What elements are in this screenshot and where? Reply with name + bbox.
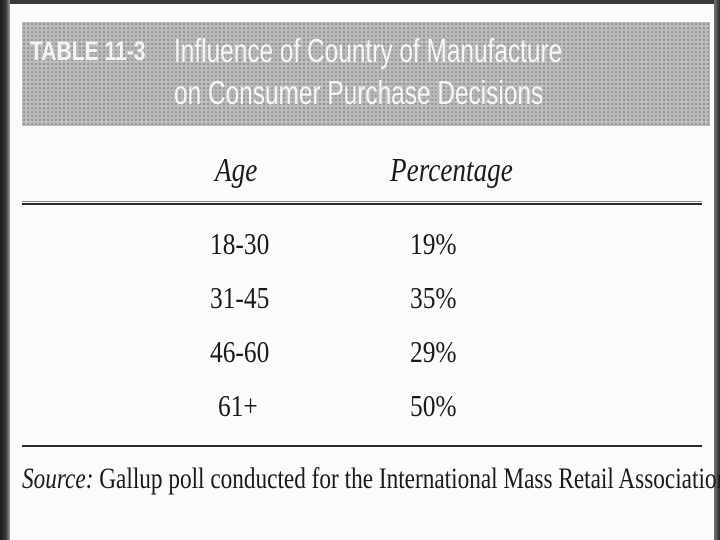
column-header-percentage: Percentage xyxy=(390,152,513,189)
footer-rule xyxy=(22,445,702,447)
table-label: TABLE 11-3 xyxy=(30,36,146,66)
scan-edge-left xyxy=(0,0,10,540)
table-title-line-1: Influence of Country of Manufacture xyxy=(174,32,563,69)
table-cell-age: 31-45 xyxy=(210,280,270,315)
table-cell-age: 18-30 xyxy=(210,226,270,261)
header-rule-thin xyxy=(22,201,702,202)
source-note: Source: Gallup poll conducted for the In… xyxy=(22,462,720,496)
table-cell-percentage: 19% xyxy=(410,226,457,261)
source-label: Source: xyxy=(22,462,94,495)
scan-edge-right xyxy=(714,0,720,540)
table-cell-age: 46-60 xyxy=(210,334,270,369)
header-rule xyxy=(22,203,702,205)
table-cell-percentage: 29% xyxy=(410,334,457,369)
source-text: Gallup poll conducted for the Internatio… xyxy=(93,462,720,495)
table-cell-age: 61+ xyxy=(218,388,258,423)
table-title-line-2: on Consumer Purchase Decisions xyxy=(174,74,544,111)
table-cell-percentage: 35% xyxy=(410,280,457,315)
table-title-band: TABLE 11-3 Influence of Country of Manuf… xyxy=(22,22,710,126)
scan-edge-top xyxy=(0,0,720,4)
column-header-age: Age xyxy=(215,152,258,189)
table-cell-percentage: 50% xyxy=(410,388,457,423)
